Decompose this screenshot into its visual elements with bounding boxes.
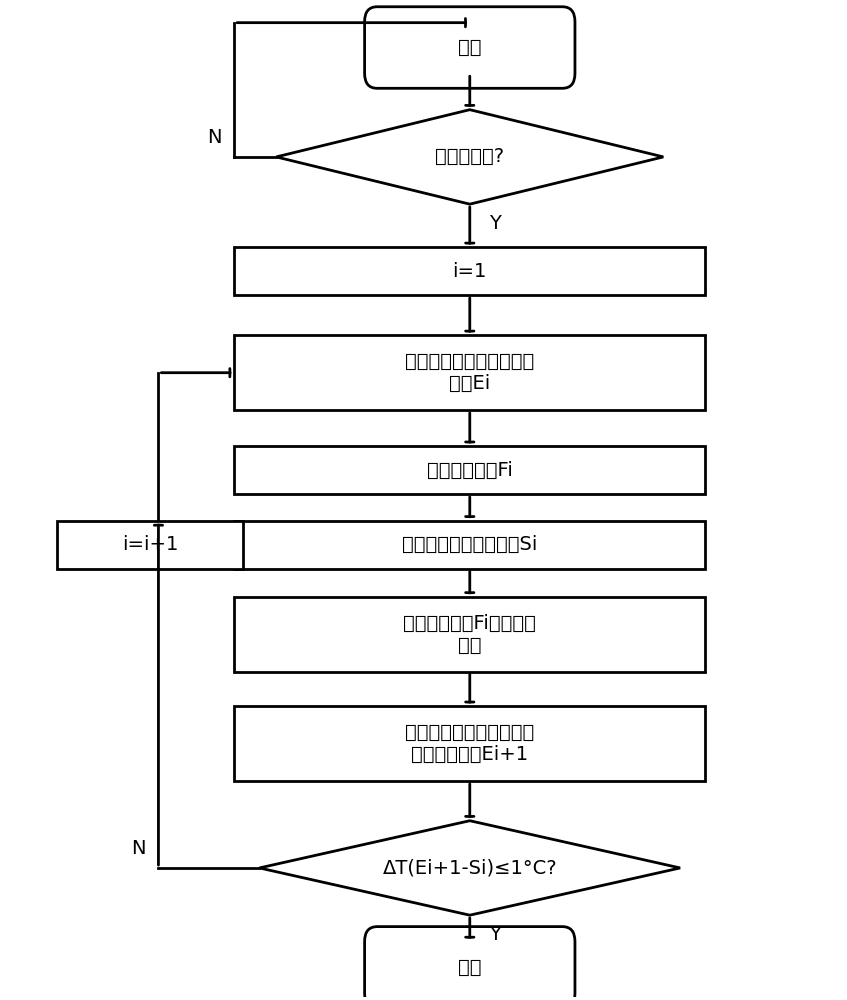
Text: N: N bbox=[131, 839, 146, 858]
Text: i=1: i=1 bbox=[452, 262, 487, 281]
Text: 检测到放热?: 检测到放热? bbox=[435, 147, 504, 166]
Polygon shape bbox=[259, 821, 680, 915]
Text: Y: Y bbox=[489, 214, 501, 233]
Text: i=i+1: i=i+1 bbox=[122, 535, 178, 554]
FancyBboxPatch shape bbox=[364, 927, 575, 1000]
Text: N: N bbox=[207, 128, 222, 147]
Bar bbox=[234, 597, 706, 672]
Bar bbox=[234, 335, 706, 410]
Bar bbox=[58, 521, 242, 569]
Bar bbox=[234, 446, 706, 494]
Text: 绘制绝热温升拟合曲线Si: 绘制绝热温升拟合曲线Si bbox=[402, 535, 538, 554]
FancyBboxPatch shape bbox=[364, 7, 575, 88]
Text: 温控系统基于Fi进行机器
学习: 温控系统基于Fi进行机器 学习 bbox=[403, 614, 536, 655]
Text: 结束: 结束 bbox=[458, 958, 482, 977]
Text: ΔT(Ei+1-Si)≤1°C?: ΔT(Ei+1-Si)≤1°C? bbox=[383, 858, 557, 877]
Bar bbox=[234, 521, 706, 569]
Bar bbox=[234, 247, 706, 295]
Text: 重复实验获取样品池绝热
温升实验曲线Ei+1: 重复实验获取样品池绝热 温升实验曲线Ei+1 bbox=[405, 723, 534, 764]
Text: 获取拟合公式Fi: 获取拟合公式Fi bbox=[427, 461, 512, 480]
Text: Y: Y bbox=[489, 925, 501, 944]
Text: 获取样品池绝热温升实验
曲线Ei: 获取样品池绝热温升实验 曲线Ei bbox=[405, 352, 534, 393]
Polygon shape bbox=[276, 110, 663, 204]
Bar bbox=[234, 706, 706, 781]
Text: 开始: 开始 bbox=[458, 38, 482, 57]
